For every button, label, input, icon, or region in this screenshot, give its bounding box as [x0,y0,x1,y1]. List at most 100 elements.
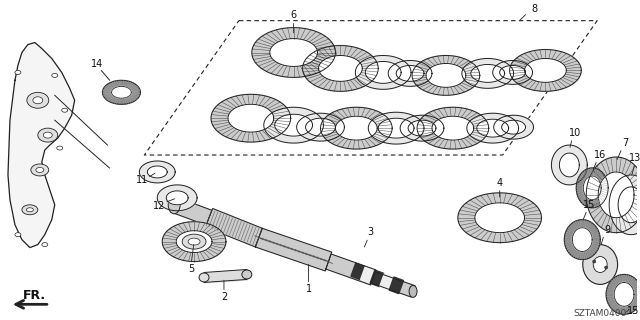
Polygon shape [606,275,640,314]
Ellipse shape [15,233,21,237]
Polygon shape [326,254,376,285]
Text: 15: 15 [583,200,595,210]
Polygon shape [205,209,262,247]
Polygon shape [614,283,634,306]
Polygon shape [8,43,75,248]
Polygon shape [264,107,323,143]
Ellipse shape [605,266,607,269]
Text: 4: 4 [497,178,503,188]
Polygon shape [163,222,226,261]
Text: 16: 16 [594,150,606,160]
Polygon shape [572,228,592,252]
Polygon shape [355,55,411,89]
Polygon shape [493,60,532,84]
Polygon shape [471,64,504,82]
Polygon shape [598,172,634,218]
Polygon shape [378,118,414,138]
Polygon shape [111,86,131,98]
Ellipse shape [42,243,48,247]
Polygon shape [102,80,140,104]
Polygon shape [396,66,424,81]
Text: 15: 15 [627,306,639,316]
Polygon shape [371,272,415,297]
Ellipse shape [242,270,252,279]
Text: 3: 3 [367,227,373,237]
Polygon shape [500,66,525,79]
Text: 10: 10 [569,128,581,138]
Ellipse shape [27,92,49,108]
Ellipse shape [36,167,44,172]
Polygon shape [252,28,335,77]
Polygon shape [296,113,344,141]
Polygon shape [583,176,601,200]
Polygon shape [432,116,474,140]
Polygon shape [417,107,489,149]
Polygon shape [303,45,378,91]
Text: 14: 14 [92,60,104,69]
Polygon shape [467,113,518,143]
Ellipse shape [38,128,58,142]
Polygon shape [370,270,385,287]
Ellipse shape [593,260,596,263]
Ellipse shape [182,234,206,249]
Polygon shape [380,274,394,290]
Text: 7: 7 [622,138,628,148]
Text: SZTAM0400: SZTAM0400 [574,309,627,318]
Polygon shape [388,60,432,86]
Ellipse shape [583,244,618,284]
Polygon shape [509,50,581,91]
Polygon shape [360,267,375,283]
Polygon shape [335,116,377,140]
Ellipse shape [409,285,417,297]
Text: FR.: FR. [23,289,46,302]
Text: 5: 5 [188,265,194,275]
Polygon shape [172,197,212,225]
Polygon shape [365,61,401,83]
Polygon shape [140,161,175,183]
Polygon shape [319,55,362,81]
Polygon shape [269,39,317,67]
Polygon shape [502,120,525,134]
Polygon shape [475,203,525,233]
Ellipse shape [168,196,180,214]
Polygon shape [609,175,640,235]
Ellipse shape [26,208,33,212]
Ellipse shape [15,70,21,75]
Polygon shape [211,94,291,142]
Ellipse shape [57,146,63,150]
Polygon shape [586,157,640,233]
Text: 1: 1 [305,284,312,294]
Polygon shape [321,107,392,149]
Text: 13: 13 [629,153,640,163]
Ellipse shape [44,132,52,138]
Polygon shape [176,231,212,252]
Polygon shape [559,153,579,177]
Polygon shape [255,228,332,271]
Polygon shape [493,115,534,139]
Ellipse shape [593,257,607,272]
Polygon shape [147,166,167,178]
Polygon shape [458,193,541,243]
Polygon shape [525,59,566,82]
Polygon shape [552,145,588,185]
Ellipse shape [33,97,43,104]
Polygon shape [157,185,197,211]
Polygon shape [351,263,365,280]
Text: 2: 2 [221,292,227,302]
Text: 9: 9 [604,225,610,235]
Polygon shape [426,63,466,87]
Ellipse shape [61,108,68,112]
Polygon shape [408,120,436,136]
Polygon shape [228,104,274,132]
Ellipse shape [31,164,49,176]
Ellipse shape [22,205,38,215]
Text: 12: 12 [153,201,166,211]
Text: 8: 8 [531,4,538,14]
Polygon shape [368,112,424,144]
Ellipse shape [199,273,209,282]
Polygon shape [477,119,509,137]
Polygon shape [564,220,600,260]
Ellipse shape [52,73,58,77]
Ellipse shape [188,238,200,245]
Polygon shape [576,168,608,208]
